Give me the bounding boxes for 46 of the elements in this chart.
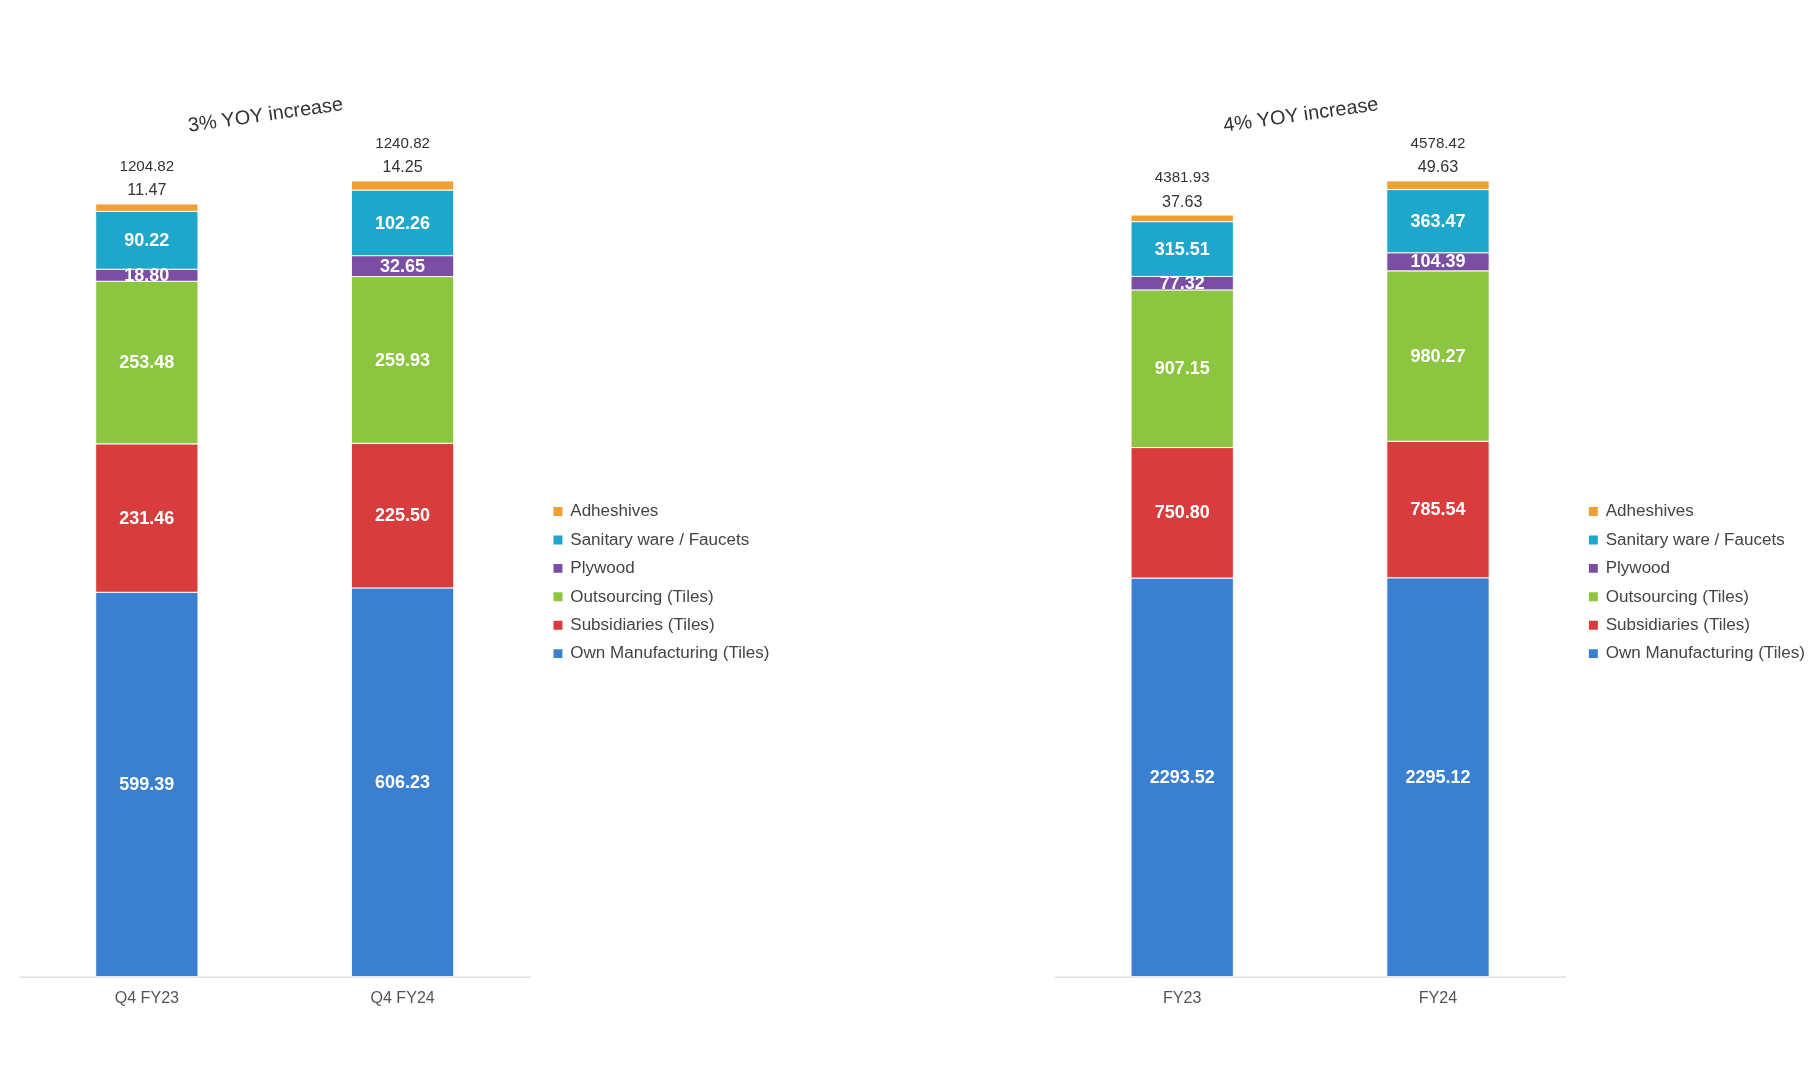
total-label: 4578.42	[1410, 133, 1466, 151]
legend-label: Sanitary ware / Faucets	[1605, 529, 1785, 549]
data-label: 363.47	[1410, 210, 1466, 231]
legend-label: Subsidiaries (Tiles)	[570, 614, 715, 634]
data-label: 14.25	[382, 157, 423, 176]
legend-label: Adheshives	[1605, 501, 1694, 521]
data-label: 599.39	[119, 774, 175, 795]
data-label: 907.15	[1154, 358, 1210, 379]
data-label: 750.80	[1154, 502, 1210, 523]
data-label: 231.46	[119, 507, 175, 528]
legend-label: Subsidiaries (Tiles)	[1605, 614, 1750, 634]
x-tick-label: Q4 FY24	[370, 987, 435, 1006]
total-label: 1240.82	[375, 133, 430, 151]
data-label: 606.23	[375, 771, 431, 792]
text: 3% YOY increase	[186, 92, 345, 136]
legend-label: Outsourcing (Tiles)	[1605, 586, 1750, 606]
legend-label: Plywood	[1605, 558, 1671, 578]
data-label: 2293.52	[1149, 767, 1215, 788]
data-label: 785.54	[1410, 499, 1466, 520]
data-label: 980.27	[1410, 345, 1466, 366]
data-label: 102.26	[375, 212, 431, 233]
x-tick-label: FY24	[1418, 987, 1458, 1006]
x-tick-label: Q4 FY23	[114, 987, 180, 1006]
data-label: 49.63	[1417, 157, 1459, 176]
data-label: 11.47	[127, 180, 167, 199]
total-label: 4381.93	[1154, 167, 1210, 185]
data-label: 18.80	[124, 264, 170, 285]
data-label: 259.93	[375, 349, 431, 370]
data-label: 37.63	[1162, 191, 1203, 210]
data-label: 104.39	[1410, 251, 1466, 272]
legend-label: Sanitary ware / Faucets	[570, 529, 750, 549]
data-label: 90.22	[124, 229, 170, 250]
data-label: 253.48	[119, 352, 175, 373]
data-label: 32.65	[380, 255, 426, 276]
x-tick-label: FY23	[1162, 987, 1202, 1006]
legend-label: Adheshives	[570, 501, 659, 521]
data-label: 77.32	[1159, 272, 1205, 293]
legend-label: Own Manufacturing (Tiles)	[1605, 643, 1805, 663]
data-label: 2295.12	[1405, 766, 1471, 787]
total-label: 1204.82	[119, 156, 175, 174]
text: 4% YOY increase	[1221, 92, 1380, 136]
data-label: 225.50	[375, 505, 431, 526]
legend-label: Outsourcing (Tiles)	[570, 586, 714, 606]
legend-label: Own Manufacturing (Tiles)	[570, 643, 770, 663]
data-label: 315.51	[1154, 238, 1210, 259]
legend-label: Plywood	[570, 558, 635, 578]
